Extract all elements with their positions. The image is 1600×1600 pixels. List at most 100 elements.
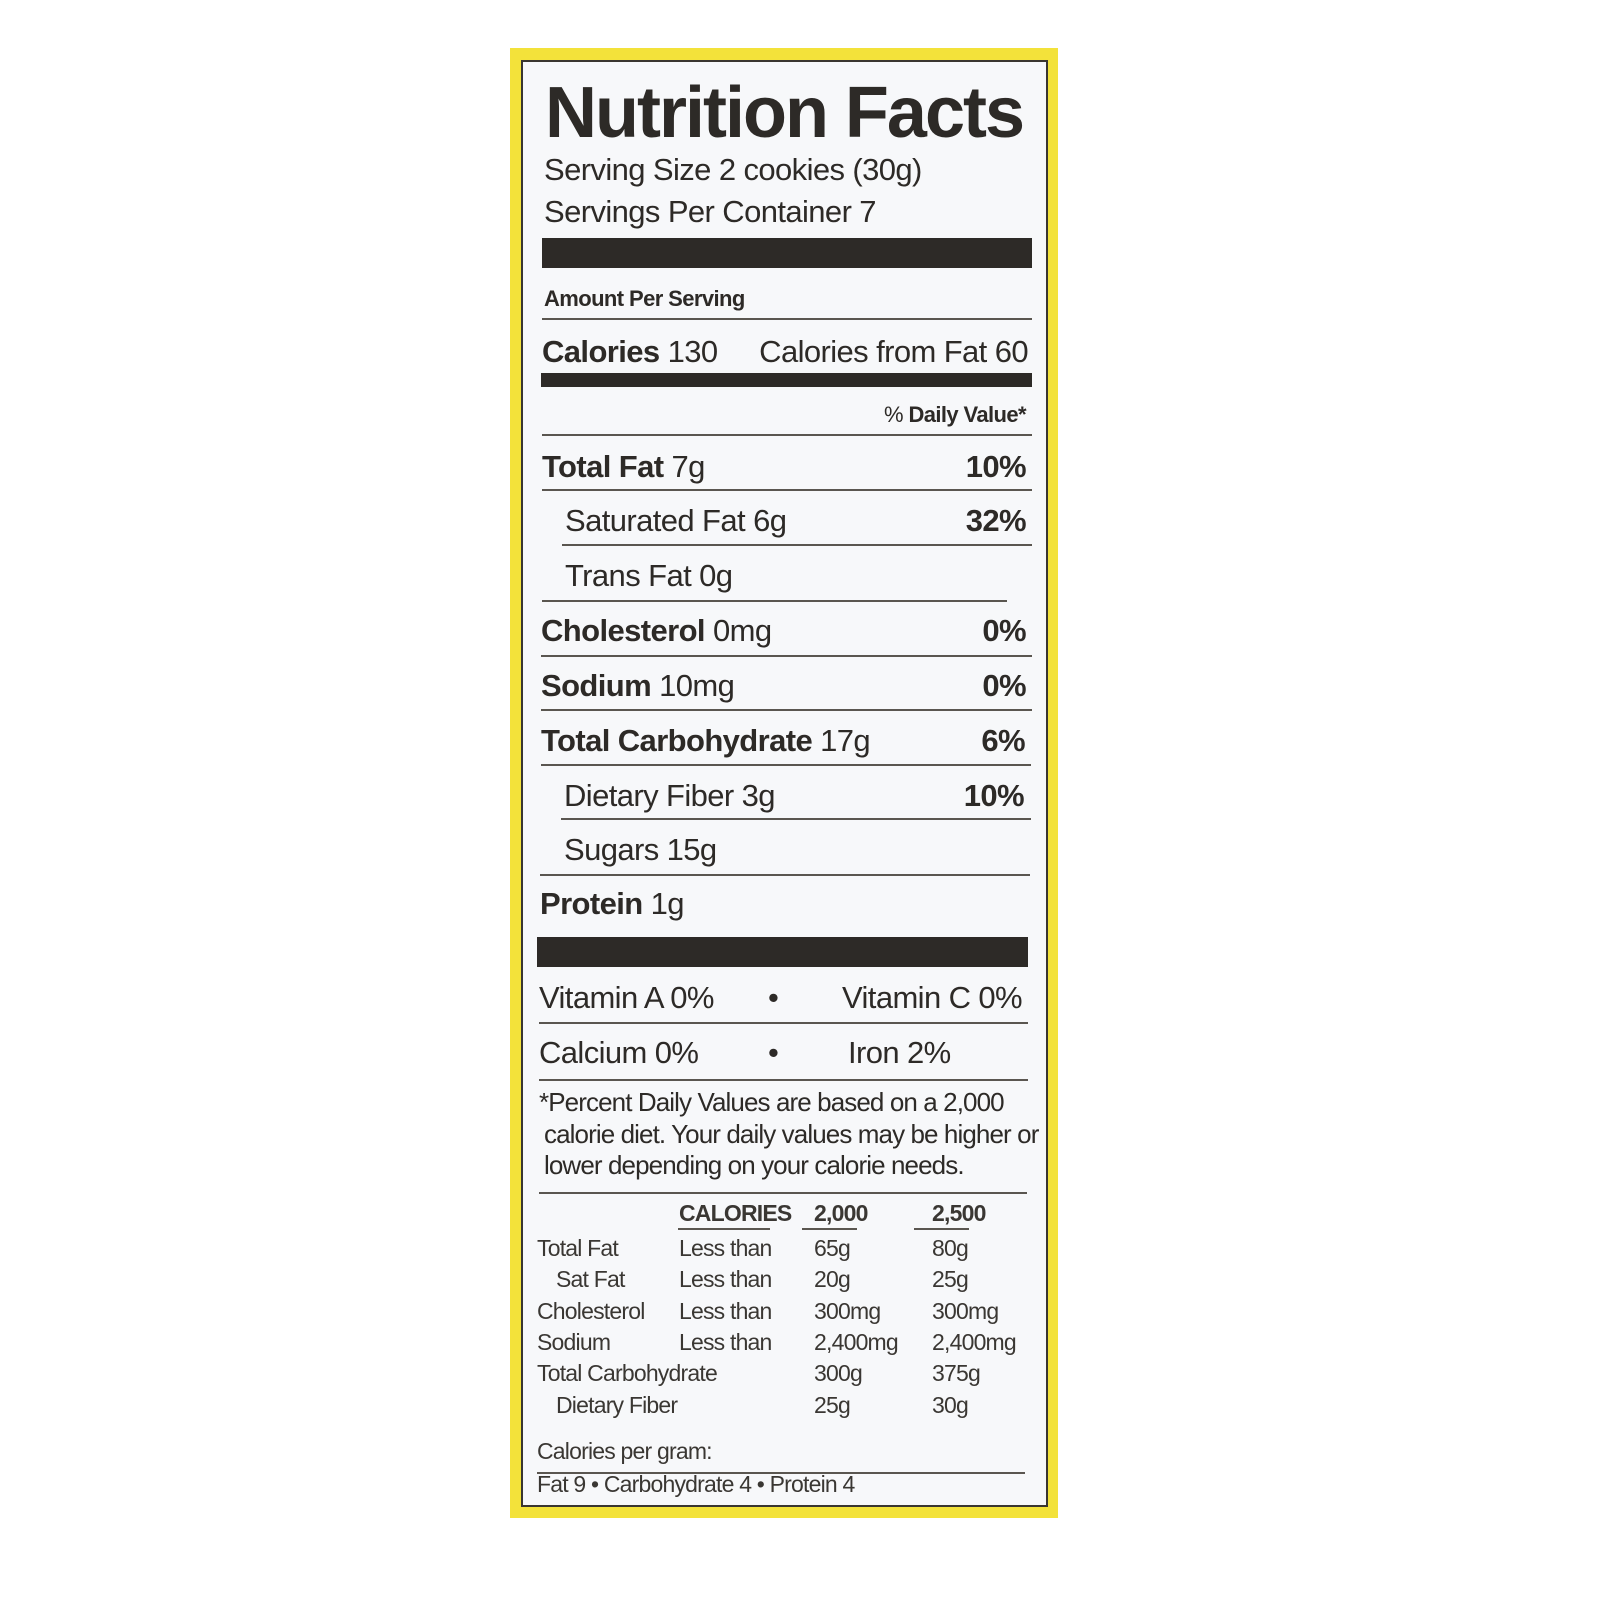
nutrient-cholesterol: Cholesterol 0mg [541, 613, 772, 649]
thick-divider [542, 238, 1032, 268]
nutrient-name: Protein [540, 886, 643, 921]
calories-per-gram: Calories per gram: [537, 1438, 713, 1464]
table-header-calories: CALORIES [679, 1200, 792, 1226]
daily-value-text: Daily Value* [908, 402, 1026, 427]
table-cell-2000: 300mg [814, 1298, 881, 1324]
table-cell-2000: 2,400mg [814, 1329, 899, 1355]
title: Nutrition Facts [545, 73, 1025, 153]
nutrient-amount: 7g [671, 449, 705, 484]
divider [542, 489, 1032, 491]
table-cell-2000: 20g [814, 1266, 851, 1292]
divider [539, 1192, 1027, 1194]
divider [542, 434, 1032, 436]
nutrient-amount: 17g [820, 723, 871, 758]
divider [539, 1022, 1028, 1024]
table-header-2000: 2,000 [814, 1200, 868, 1226]
nutrient-protein: Protein 1g [540, 886, 685, 922]
nutrition-facts-panel [521, 60, 1048, 1507]
nutrient-amount: 3g [741, 778, 776, 813]
table-cell-2500: 300mg [932, 1298, 999, 1324]
calories-row: Calories 130 [542, 334, 718, 370]
vitamin-a: Vitamin A 0% [539, 980, 715, 1015]
nutrient-total-carbohydrate: Total Carbohydrate 17g [541, 723, 871, 759]
divider [540, 874, 1030, 876]
divider [541, 764, 1031, 766]
percent-sign: % [883, 402, 904, 427]
bullet: • [768, 980, 779, 1015]
nutrient-name: Sodium [541, 668, 652, 703]
table-cell-2000: 65g [814, 1235, 851, 1261]
nutrient-sugars: Sugars 15g [564, 832, 717, 868]
table-cell-nutrient: Sodium [537, 1329, 611, 1355]
nutrient-amount: 0g [699, 558, 733, 593]
table-cell-qualifier: Less than [679, 1329, 772, 1355]
nutrient-amount: 15g [666, 832, 718, 867]
dv-saturated-fat: 32% [965, 503, 1027, 538]
divider [539, 1079, 1028, 1081]
amount-per-serving: Amount Per Serving [544, 286, 745, 311]
header-underline [678, 1228, 770, 1230]
footnote-line: calorie diet. Your daily values may be h… [544, 1119, 1039, 1149]
nutrient-sodium: Sodium 10mg [541, 668, 735, 704]
iron: Iron 2% [848, 1035, 951, 1070]
nutrient-dietary-fiber: Dietary Fiber 3g [564, 778, 776, 814]
table-cell-nutrient: Total Fat [537, 1235, 619, 1261]
table-cell-2500: 2,400mg [932, 1329, 1017, 1355]
table-cell-qualifier: Less than [679, 1235, 772, 1261]
header-underline [802, 1228, 857, 1230]
calories-from-fat: Calories from Fat 60 [759, 334, 1028, 369]
nutrient-amount: 6g [753, 503, 787, 538]
table-cell-qualifier: Less than [679, 1266, 772, 1292]
table-cell-2000: 25g [814, 1392, 851, 1418]
dv-total-fat: 10% [965, 449, 1027, 484]
nutrient-amount: 1g [650, 886, 685, 921]
nutrient-name: Total Fat [542, 449, 664, 484]
serving-size: Serving Size 2 cookies (30g) [544, 152, 922, 187]
table-cell-2500: 25g [932, 1266, 969, 1292]
table-cell-2000: 300g [814, 1360, 863, 1386]
calories-per-gram-values: Fat 9 • Carbohydrate 4 • Protein 4 [537, 1471, 855, 1497]
calcium: Calcium 0% [539, 1035, 699, 1070]
table-cell-2500: 80g [932, 1235, 969, 1261]
table-cell-2500: 30g [932, 1392, 969, 1418]
divider [542, 318, 1032, 320]
daily-value-header: % Daily Value* [883, 402, 1027, 428]
table-cell-nutrient: Sat Fat [556, 1266, 625, 1292]
footnote-line: *Percent Daily Values are based on a 2,0… [539, 1087, 1005, 1117]
calories-value: 130 [667, 334, 719, 369]
divider [561, 818, 1031, 820]
divider [541, 709, 1032, 711]
medium-divider [541, 373, 1032, 387]
vitamin-c: Vitamin C 0% [842, 980, 1023, 1015]
nutrient-name: Trans Fat [565, 558, 692, 593]
divider [537, 1472, 1025, 1474]
nutrient-name: Dietary Fiber [564, 778, 734, 813]
dv-cholesterol: 0% [982, 613, 1026, 648]
nutrient-saturated-fat: Saturated Fat 6g [565, 503, 787, 539]
nutrient-name: Total Carbohydrate [541, 723, 813, 758]
dv-sodium: 0% [982, 668, 1026, 703]
calories-label: Calories [542, 334, 660, 369]
nutrient-name: Sugars [564, 832, 659, 867]
footnote-line: lower depending on your calorie needs. [544, 1150, 965, 1180]
nutrient-amount: 10mg [659, 668, 735, 703]
nutrient-total-fat: Total Fat 7g [542, 449, 705, 485]
table-cell-nutrient: Dietary Fiber [556, 1392, 678, 1418]
divider [562, 544, 1032, 546]
table-cell-qualifier: Less than [679, 1298, 772, 1324]
header-underline [914, 1228, 969, 1230]
dv-dietary-fiber: 10% [963, 778, 1025, 813]
nutrient-name: Saturated Fat [565, 503, 746, 538]
nutrient-name: Cholesterol [541, 613, 706, 648]
divider [541, 655, 1032, 657]
servings-per-container: Servings Per Container 7 [544, 194, 877, 229]
table-cell-nutrient: Total Carbohydrate [537, 1360, 718, 1386]
table-header-2500: 2,500 [932, 1200, 986, 1226]
nutrient-amount: 0mg [712, 613, 772, 648]
nutrient-trans-fat: Trans Fat 0g [565, 558, 733, 594]
thick-divider [537, 937, 1028, 967]
bullet: • [768, 1035, 779, 1070]
dv-total-carbohydrate: 6% [981, 723, 1025, 758]
divider [542, 600, 1007, 602]
table-cell-2500: 375g [932, 1360, 981, 1386]
